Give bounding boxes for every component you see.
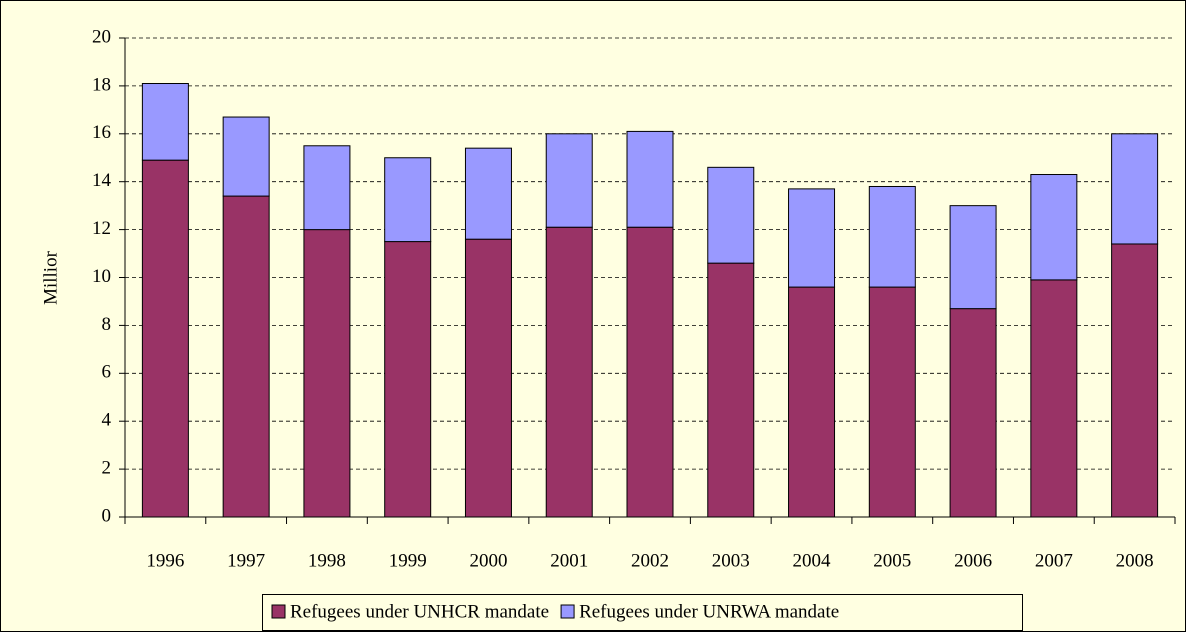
y-tick-label: 4: [102, 410, 112, 431]
x-tick-label: 2006: [954, 550, 992, 571]
legend-swatch: [560, 604, 575, 619]
legend-box: [262, 594, 1023, 631]
bar-segment: [545, 226, 593, 518]
bar-segment: [707, 166, 755, 264]
y-tick-label: 0: [102, 505, 112, 526]
bar-segment: [626, 130, 674, 228]
bar-segment: [1030, 174, 1078, 281]
bar-segment: [707, 262, 755, 518]
bar-segment: [1111, 243, 1159, 518]
bar-segment: [545, 133, 593, 228]
legend-label: Refugees under UNRWA mandate: [579, 601, 839, 622]
y-tick-label: 20: [92, 26, 111, 47]
bar-segment: [141, 83, 189, 161]
x-tick-label: 2005: [873, 550, 911, 571]
bar-segment: [868, 185, 916, 288]
bar-segment: [949, 308, 997, 518]
bar-segment: [788, 188, 836, 288]
y-tick-label: 8: [102, 314, 112, 335]
bar-segment: [141, 159, 189, 518]
x-tick-label: 2001: [550, 550, 588, 571]
bar-segment: [949, 205, 997, 310]
bar-segment: [303, 229, 351, 518]
legend-label: Refugees under UNHCR mandate: [290, 601, 549, 622]
bar-segment: [222, 195, 270, 518]
bar-segment: [626, 226, 674, 518]
y-tick-label: 2: [102, 457, 112, 478]
bar-segment: [303, 145, 351, 231]
x-tick-label: 1997: [227, 550, 265, 571]
bar-segment: [1111, 133, 1159, 245]
bar-segment: [464, 238, 512, 518]
y-tick-label: 16: [92, 122, 111, 143]
x-tick-label: 1999: [389, 550, 427, 571]
x-tick-label: 2008: [1116, 550, 1154, 571]
x-tick-label: 2007: [1035, 550, 1073, 571]
y-tick-label: 18: [92, 74, 111, 95]
x-tick-label: 2004: [793, 550, 832, 571]
x-tick-label: 2000: [469, 550, 507, 571]
bar-segment: [384, 157, 432, 243]
x-tick-label: 1996: [146, 550, 184, 571]
legend-swatch: [271, 604, 286, 619]
x-tick-label: 1998: [308, 550, 346, 571]
y-tick-label: 10: [92, 266, 111, 287]
x-tick-label: 2002: [631, 550, 669, 571]
y-tick-label: 6: [102, 362, 112, 383]
bar-segment: [464, 147, 512, 240]
bar-segment: [384, 241, 432, 518]
bar-segment: [868, 286, 916, 518]
y-tick-label: 12: [92, 218, 111, 239]
bar-segment: [1030, 279, 1078, 518]
x-tick-label: 2003: [712, 550, 750, 571]
bar-segment: [788, 286, 836, 518]
bar-segment: [222, 116, 270, 197]
y-tick-label: 14: [92, 170, 112, 191]
y-axis-label: Millior: [40, 250, 61, 305]
